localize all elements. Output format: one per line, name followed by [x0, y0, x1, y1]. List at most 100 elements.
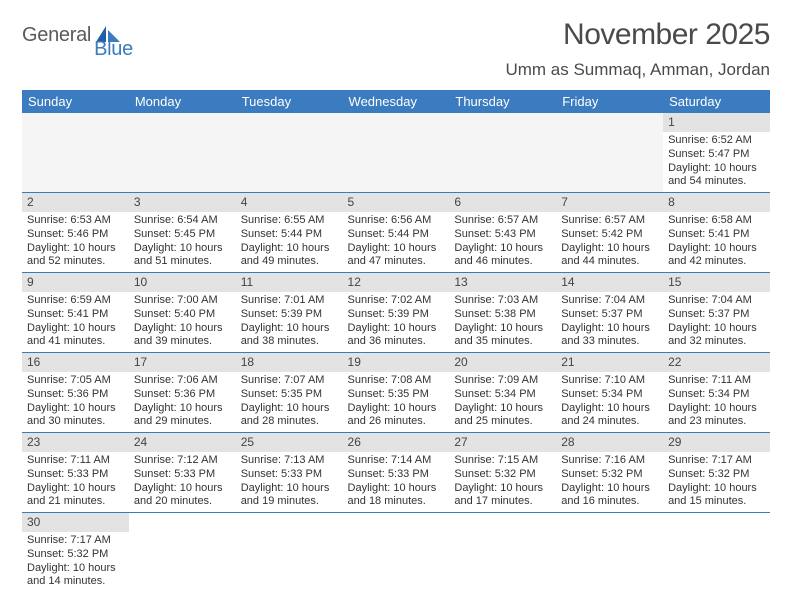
daylight-text: Daylight: 10 hours and 39 minutes.: [134, 322, 231, 350]
daylight-text: Daylight: 10 hours and 44 minutes.: [561, 242, 658, 270]
calendar-cell: 21Sunrise: 7:10 AMSunset: 5:34 PMDayligh…: [556, 353, 663, 433]
daylight-text: Daylight: 10 hours and 16 minutes.: [561, 482, 658, 510]
sunset-text: Sunset: 5:36 PM: [27, 388, 124, 402]
day-number: 28: [556, 433, 663, 452]
calendar-cell-empty: [449, 113, 556, 193]
calendar-row: 9Sunrise: 6:59 AMSunset: 5:41 PMDaylight…: [22, 273, 770, 353]
daylight-text: Daylight: 10 hours and 14 minutes.: [27, 562, 124, 590]
sunrise-text: Sunrise: 7:11 AM: [27, 454, 124, 468]
calendar-cell-empty: [22, 113, 129, 193]
calendar-cell-empty: [343, 513, 450, 593]
sunrise-text: Sunrise: 6:56 AM: [348, 214, 445, 228]
day-details: Sunrise: 6:53 AMSunset: 5:46 PMDaylight:…: [22, 212, 129, 272]
brand-part1: General: [22, 24, 91, 47]
day-number: 4: [236, 193, 343, 212]
day-details: Sunrise: 7:08 AMSunset: 5:35 PMDaylight:…: [343, 372, 450, 432]
calendar-cell: 5Sunrise: 6:56 AMSunset: 5:44 PMDaylight…: [343, 193, 450, 273]
sunset-text: Sunset: 5:34 PM: [561, 388, 658, 402]
day-details: Sunrise: 7:17 AMSunset: 5:32 PMDaylight:…: [22, 532, 129, 592]
day-details: Sunrise: 7:10 AMSunset: 5:34 PMDaylight:…: [556, 372, 663, 432]
day-number: 15: [663, 273, 770, 292]
day-number: 10: [129, 273, 236, 292]
sunrise-text: Sunrise: 7:17 AM: [668, 454, 765, 468]
day-details: Sunrise: 7:03 AMSunset: 5:38 PMDaylight:…: [449, 292, 556, 352]
day-number: 24: [129, 433, 236, 452]
sunset-text: Sunset: 5:41 PM: [668, 228, 765, 242]
day-number: 30: [22, 513, 129, 532]
day-number: 6: [449, 193, 556, 212]
calendar-cell: 9Sunrise: 6:59 AMSunset: 5:41 PMDaylight…: [22, 273, 129, 353]
calendar-cell: 28Sunrise: 7:16 AMSunset: 5:32 PMDayligh…: [556, 433, 663, 513]
day-details: Sunrise: 6:54 AMSunset: 5:45 PMDaylight:…: [129, 212, 236, 272]
day-number: 13: [449, 273, 556, 292]
sunset-text: Sunset: 5:33 PM: [348, 468, 445, 482]
calendar-cell: 29Sunrise: 7:17 AMSunset: 5:32 PMDayligh…: [663, 433, 770, 513]
calendar-cell: 27Sunrise: 7:15 AMSunset: 5:32 PMDayligh…: [449, 433, 556, 513]
calendar-cell: 17Sunrise: 7:06 AMSunset: 5:36 PMDayligh…: [129, 353, 236, 433]
calendar-cell: 1Sunrise: 6:52 AMSunset: 5:47 PMDaylight…: [663, 113, 770, 193]
sunset-text: Sunset: 5:33 PM: [134, 468, 231, 482]
sunset-text: Sunset: 5:40 PM: [134, 308, 231, 322]
sunrise-text: Sunrise: 7:12 AM: [134, 454, 231, 468]
sunset-text: Sunset: 5:32 PM: [668, 468, 765, 482]
daylight-text: Daylight: 10 hours and 23 minutes.: [668, 402, 765, 430]
sunrise-text: Sunrise: 6:55 AM: [241, 214, 338, 228]
day-number: 7: [556, 193, 663, 212]
calendar-cell: 25Sunrise: 7:13 AMSunset: 5:33 PMDayligh…: [236, 433, 343, 513]
daylight-text: Daylight: 10 hours and 19 minutes.: [241, 482, 338, 510]
daylight-text: Daylight: 10 hours and 25 minutes.: [454, 402, 551, 430]
day-details: Sunrise: 7:17 AMSunset: 5:32 PMDaylight:…: [663, 452, 770, 512]
sunrise-text: Sunrise: 7:02 AM: [348, 294, 445, 308]
day-number: 26: [343, 433, 450, 452]
day-details: Sunrise: 7:07 AMSunset: 5:35 PMDaylight:…: [236, 372, 343, 432]
weekday-header: Saturday: [663, 90, 770, 113]
weekday-header: Friday: [556, 90, 663, 113]
sunrise-text: Sunrise: 7:00 AM: [134, 294, 231, 308]
sunset-text: Sunset: 5:33 PM: [241, 468, 338, 482]
day-number: 23: [22, 433, 129, 452]
calendar-header: Sunday Monday Tuesday Wednesday Thursday…: [22, 90, 770, 113]
day-number: 2: [22, 193, 129, 212]
sunrise-text: Sunrise: 6:59 AM: [27, 294, 124, 308]
daylight-text: Daylight: 10 hours and 18 minutes.: [348, 482, 445, 510]
day-details: Sunrise: 7:00 AMSunset: 5:40 PMDaylight:…: [129, 292, 236, 352]
sunset-text: Sunset: 5:34 PM: [454, 388, 551, 402]
day-details: Sunrise: 6:58 AMSunset: 5:41 PMDaylight:…: [663, 212, 770, 272]
daylight-text: Daylight: 10 hours and 24 minutes.: [561, 402, 658, 430]
calendar-cell: 16Sunrise: 7:05 AMSunset: 5:36 PMDayligh…: [22, 353, 129, 433]
calendar-cell: 6Sunrise: 6:57 AMSunset: 5:43 PMDaylight…: [449, 193, 556, 273]
sunrise-text: Sunrise: 7:01 AM: [241, 294, 338, 308]
day-number: 20: [449, 353, 556, 372]
day-details: Sunrise: 6:55 AMSunset: 5:44 PMDaylight:…: [236, 212, 343, 272]
daylight-text: Daylight: 10 hours and 32 minutes.: [668, 322, 765, 350]
weekday-header: Monday: [129, 90, 236, 113]
day-details: Sunrise: 6:56 AMSunset: 5:44 PMDaylight:…: [343, 212, 450, 272]
header-row: General Blue November 2025 Umm as Summaq…: [22, 18, 770, 80]
sunset-text: Sunset: 5:32 PM: [561, 468, 658, 482]
calendar-cell: 24Sunrise: 7:12 AMSunset: 5:33 PMDayligh…: [129, 433, 236, 513]
day-number: 11: [236, 273, 343, 292]
sunrise-text: Sunrise: 7:05 AM: [27, 374, 124, 388]
day-number: 22: [663, 353, 770, 372]
day-details: Sunrise: 7:01 AMSunset: 5:39 PMDaylight:…: [236, 292, 343, 352]
day-number: 3: [129, 193, 236, 212]
calendar-cell: 23Sunrise: 7:11 AMSunset: 5:33 PMDayligh…: [22, 433, 129, 513]
daylight-text: Daylight: 10 hours and 35 minutes.: [454, 322, 551, 350]
day-details: Sunrise: 7:06 AMSunset: 5:36 PMDaylight:…: [129, 372, 236, 432]
day-details: Sunrise: 6:52 AMSunset: 5:47 PMDaylight:…: [663, 132, 770, 192]
calendar-cell-empty: [236, 113, 343, 193]
day-number: 21: [556, 353, 663, 372]
calendar-row: 16Sunrise: 7:05 AMSunset: 5:36 PMDayligh…: [22, 353, 770, 433]
daylight-text: Daylight: 10 hours and 47 minutes.: [348, 242, 445, 270]
sunset-text: Sunset: 5:39 PM: [241, 308, 338, 322]
calendar-cell: 14Sunrise: 7:04 AMSunset: 5:37 PMDayligh…: [556, 273, 663, 353]
sunset-text: Sunset: 5:32 PM: [454, 468, 551, 482]
sunset-text: Sunset: 5:38 PM: [454, 308, 551, 322]
calendar-cell: 18Sunrise: 7:07 AMSunset: 5:35 PMDayligh…: [236, 353, 343, 433]
calendar-cell: 22Sunrise: 7:11 AMSunset: 5:34 PMDayligh…: [663, 353, 770, 433]
day-number: 8: [663, 193, 770, 212]
sunrise-text: Sunrise: 6:53 AM: [27, 214, 124, 228]
page-title: November 2025: [505, 18, 770, 52]
calendar-body: 1Sunrise: 6:52 AMSunset: 5:47 PMDaylight…: [22, 113, 770, 592]
sunrise-text: Sunrise: 6:58 AM: [668, 214, 765, 228]
